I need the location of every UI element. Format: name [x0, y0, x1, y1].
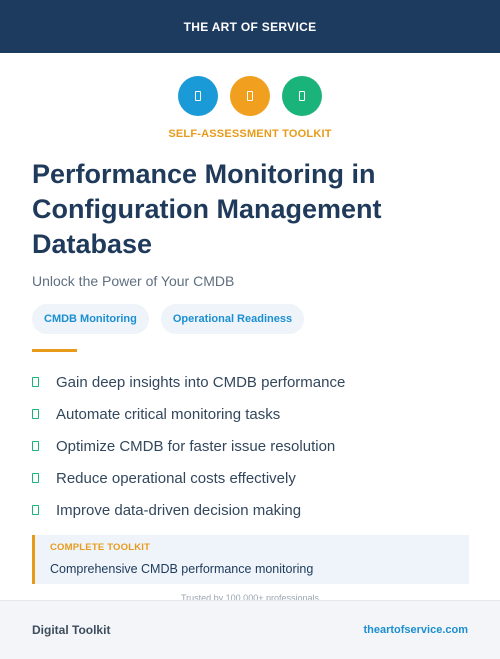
subtitle: Unlock the Power of Your CMDB	[32, 273, 235, 289]
page-title: Performance Monitoring in Configuration …	[32, 159, 382, 259]
check-icon	[32, 505, 39, 515]
benefit-item: Optimize CMDB for faster issue resolutio…	[32, 430, 345, 462]
website-link[interactable]: theartofservice.com	[363, 624, 468, 636]
benefit-item: Gain deep insights into CMDB performance	[32, 366, 345, 398]
benefit-text: Reduce operational costs effectively	[56, 469, 296, 487]
benefit-item: Reduce operational costs effectively	[32, 462, 345, 494]
footer-label: Digital Toolkit	[32, 623, 111, 637]
tag-operational-readiness: Operational Readiness	[160, 304, 305, 334]
benefit-item: Improve data-driven decision making	[32, 494, 345, 526]
kicker-label: SELF-ASSESSMENT TOOLKIT	[168, 128, 332, 140]
orange-circle-icon	[230, 76, 270, 116]
accent-divider	[32, 349, 77, 352]
green-circle-icon	[282, 76, 322, 116]
benefit-text: Improve data-driven decision making	[56, 501, 302, 519]
trusted-note: Trusted by 100,000+ professionals	[180, 593, 319, 603]
footer: Digital Toolkit theartofservice.com	[0, 600, 500, 659]
check-icon	[32, 441, 39, 451]
benefit-text: Automate critical monitoring tasks	[56, 405, 281, 423]
tag-list: CMDB Monitoring Operational Readiness	[32, 304, 305, 334]
check-icon	[32, 473, 39, 483]
benefit-item: Automate critical monitoring tasks	[32, 398, 345, 430]
check-icon	[32, 409, 39, 419]
tag-cmdb-monitoring: CMDB Monitoring	[32, 304, 149, 334]
benefit-list: Gain deep insights into CMDB performance…	[32, 366, 345, 526]
blue-circle-icon	[178, 76, 218, 116]
check-icon	[32, 377, 39, 387]
top-banner: THE ART OF SERVICE	[0, 0, 500, 53]
benefit-text: Gain deep insights into CMDB performance	[56, 373, 346, 391]
toolkit-callout: COMPLETE TOOLKIT Comprehensive CMDB perf…	[32, 535, 469, 584]
icon-row	[0, 76, 500, 116]
callout-text: Comprehensive CMDB performance monitorin…	[50, 562, 314, 576]
benefit-text: Optimize CMDB for faster issue resolutio…	[56, 437, 336, 455]
brand-name: THE ART OF SERVICE	[183, 19, 317, 34]
callout-label: COMPLETE TOOLKIT	[50, 542, 151, 553]
